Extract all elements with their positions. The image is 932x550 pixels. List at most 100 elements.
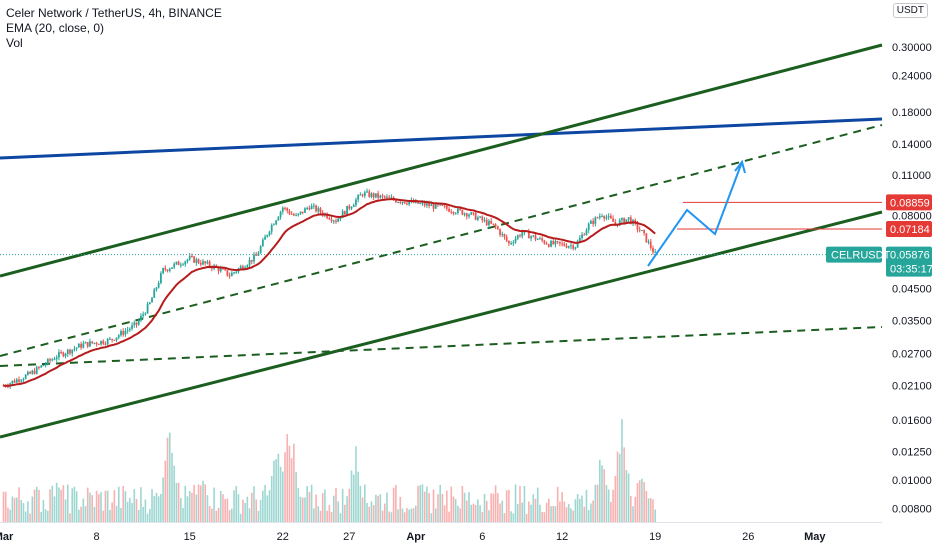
candle-body xyxy=(51,359,54,361)
candle-body xyxy=(403,202,406,204)
candle-body xyxy=(273,224,275,226)
volume-bar xyxy=(117,486,120,522)
candle-body xyxy=(162,268,164,274)
volume-bar xyxy=(474,504,477,522)
candle-body xyxy=(366,191,368,193)
legend-volume: Vol xyxy=(6,36,23,50)
volume-bar xyxy=(166,437,169,522)
volume-bar xyxy=(430,513,433,522)
candle-body xyxy=(168,268,171,271)
candle-body xyxy=(472,212,475,214)
volume-bar xyxy=(530,504,532,522)
candle-body xyxy=(521,232,524,237)
candle-body xyxy=(379,195,382,198)
candle-body xyxy=(306,207,309,209)
candle-body xyxy=(111,338,114,340)
volume-bar xyxy=(439,484,441,522)
candle-body xyxy=(75,347,78,349)
volume-bar xyxy=(290,458,293,522)
volume-bar xyxy=(171,452,173,522)
volume-bar xyxy=(550,506,552,522)
volume-bar xyxy=(461,486,464,522)
volume-bar xyxy=(406,507,408,522)
candle-body xyxy=(175,261,178,264)
volume-bar xyxy=(514,484,517,522)
volume-bar xyxy=(129,497,131,522)
volume-bar xyxy=(86,487,89,522)
currency-button[interactable]: USDT xyxy=(892,3,928,18)
candle-body xyxy=(281,207,284,212)
volume-bar xyxy=(512,513,515,522)
volume-bar xyxy=(616,451,619,522)
volume-bar xyxy=(654,509,656,522)
volume-bar xyxy=(386,492,388,522)
candle-body xyxy=(239,266,242,269)
volume-bar xyxy=(443,505,446,522)
candle-body xyxy=(148,302,151,304)
volume-bar xyxy=(423,491,426,522)
volume-bar xyxy=(645,490,648,522)
volume-bar xyxy=(636,483,639,522)
candle-body xyxy=(308,207,311,210)
candle-body xyxy=(18,379,20,382)
volume-bar xyxy=(188,491,191,522)
candle-body xyxy=(71,349,74,354)
candle-body xyxy=(598,216,601,218)
candle-body xyxy=(375,193,377,198)
volume-bar xyxy=(301,497,304,522)
volume-bar xyxy=(479,505,481,522)
volume-bar xyxy=(647,498,650,522)
volume-bar xyxy=(481,512,484,522)
volume-bar xyxy=(452,496,455,522)
volume-bar xyxy=(211,508,213,522)
candle-body xyxy=(91,341,94,344)
volume-bar xyxy=(576,494,579,522)
volume-bar xyxy=(100,492,102,522)
volume-bar xyxy=(20,500,23,522)
volume-bar xyxy=(71,488,74,522)
volume-bar xyxy=(275,459,277,522)
volume-bar xyxy=(106,490,109,522)
candle-body xyxy=(226,270,229,276)
volume-bar xyxy=(339,513,342,522)
volume-bar xyxy=(567,504,570,522)
candle-body xyxy=(31,370,34,374)
x-tick-label: May xyxy=(804,531,826,543)
candle-body xyxy=(558,241,561,244)
volume-bar xyxy=(233,490,235,522)
candle-body xyxy=(561,243,563,245)
symbol-label: CELRUSDT xyxy=(831,250,891,262)
candle-body xyxy=(2,385,5,387)
volume-bar xyxy=(603,469,606,522)
volume-bar xyxy=(344,504,346,522)
volume-bar xyxy=(370,501,373,522)
candle-body xyxy=(352,204,355,208)
candle-body xyxy=(567,246,570,248)
candle-body xyxy=(397,201,399,203)
candle-body xyxy=(476,217,479,220)
candle-body xyxy=(46,359,49,365)
volume-bar xyxy=(213,487,215,522)
x-tick-label: 26 xyxy=(742,531,754,543)
volume-bar xyxy=(392,487,395,522)
volume-bar xyxy=(503,513,506,522)
candle-body xyxy=(146,303,149,314)
candle-body xyxy=(541,238,544,241)
candle-body xyxy=(654,251,657,253)
volume-bar xyxy=(248,508,251,522)
volume-bar xyxy=(80,506,82,522)
price-badge-lower-level: 0.07184 xyxy=(890,224,930,236)
candle-body xyxy=(503,234,506,237)
volume-bar xyxy=(246,496,249,522)
volume-bar xyxy=(62,485,65,522)
volume-bar xyxy=(93,506,96,522)
candle-body xyxy=(494,224,497,227)
volume-bar xyxy=(195,494,198,522)
candle-body xyxy=(539,238,541,240)
candle-body xyxy=(468,214,470,217)
volume-bar xyxy=(510,511,512,522)
volume-bar xyxy=(239,513,242,522)
volume-bar xyxy=(11,496,14,522)
volume-bar xyxy=(383,503,386,522)
